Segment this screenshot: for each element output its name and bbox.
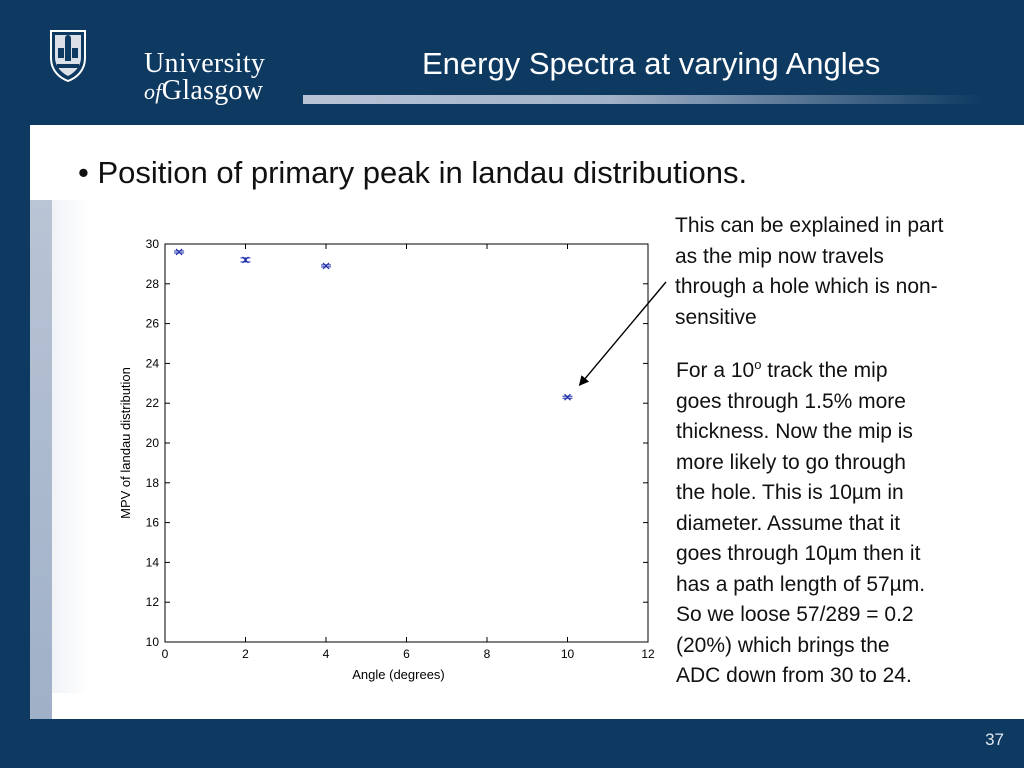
- y-tick-label: 28: [146, 277, 160, 291]
- explanation-line: This can be explained in part: [675, 214, 944, 237]
- title-underline-bar: [303, 95, 983, 104]
- degree-superscript: o: [754, 357, 762, 372]
- calculation-line: has a path length of 57µm.: [676, 572, 926, 596]
- logo-line-glasgow: ofGlasgow: [144, 77, 265, 105]
- slide-header: University ofGlasgow Energy Spectra at v…: [0, 0, 1024, 125]
- y-tick-label: 18: [146, 476, 160, 490]
- y-tick-label: 22: [146, 396, 160, 410]
- x-tick-label: 4: [323, 647, 330, 661]
- y-tick-label: 30: [146, 237, 160, 251]
- calculation-line: For a 10o track the mip: [676, 356, 986, 387]
- explanation-line: as the mip now travels: [675, 244, 884, 268]
- calculation-line: diameter. Assume that it: [676, 511, 901, 535]
- x-tick-label: 10: [561, 647, 575, 661]
- x-tick-label: 12: [641, 647, 655, 661]
- x-axis-label: Angle (degrees): [352, 667, 445, 682]
- slide-content: • Position of primary peak in landau dis…: [30, 125, 1024, 719]
- bullet-point: • Position of primary peak in landau dis…: [78, 155, 748, 190]
- logo-wordmark: University ofGlasgow: [144, 50, 265, 105]
- y-tick-label: 16: [146, 516, 160, 530]
- y-tick-label: 10: [146, 635, 160, 649]
- y-axis-label: MPV of landau distribution: [118, 367, 133, 519]
- calculation-line: thickness. Now the mip is: [676, 420, 913, 443]
- calculation-line: ADC down from 30 to 24.: [676, 664, 912, 687]
- x-tick-label: 0: [162, 647, 169, 661]
- slide-title: Energy Spectra at varying Angles: [422, 46, 881, 81]
- y-tick-label: 26: [146, 317, 160, 331]
- logo-glasgow: Glasgow: [161, 75, 264, 106]
- chart-figure: 0 2 4 6 8 10 12 10 12 14 16 18 20 22 24 26 28 30 Angle (de…: [52, 200, 680, 693]
- y-tick-label: 14: [146, 555, 160, 569]
- logo-of: of: [144, 79, 162, 104]
- explanation-line: sensitive: [675, 305, 757, 329]
- explanation-line: through a hole which is non-: [675, 275, 938, 298]
- calculation-line: (20%) which brings the: [676, 633, 890, 657]
- calculation-line: the hole. This is 10µm in: [676, 481, 904, 504]
- calc-line1-a: For a 10: [676, 359, 755, 382]
- x-tick-label: 8: [484, 647, 491, 661]
- x-tick-label: 2: [242, 647, 249, 661]
- university-logo: University ofGlasgow: [48, 26, 265, 105]
- crest-icon: [50, 30, 86, 82]
- x-tick-label: 6: [403, 647, 410, 661]
- calc-line1-b: track the mip: [761, 359, 888, 382]
- calculation-line: more likely to go through: [676, 450, 906, 474]
- y-tick-label: 24: [146, 356, 160, 370]
- explanation-text: This can be explained in part as the mip…: [675, 211, 1015, 333]
- y-tick-label: 12: [146, 595, 160, 609]
- calculation-text: For a 10o track the mip goes through 1.5…: [676, 356, 986, 692]
- calculation-line: goes through 1.5% more: [676, 389, 906, 413]
- plot-area: [164, 243, 649, 643]
- figure-side-bar: [30, 200, 52, 719]
- logo-line-university: University: [144, 48, 266, 79]
- calculation-line: goes through 10µm then it: [676, 542, 921, 565]
- calculation-line: So we loose 57/289 = 0.2: [676, 603, 914, 626]
- y-tick-label: 20: [146, 436, 160, 450]
- page-number: 37: [985, 730, 1004, 749]
